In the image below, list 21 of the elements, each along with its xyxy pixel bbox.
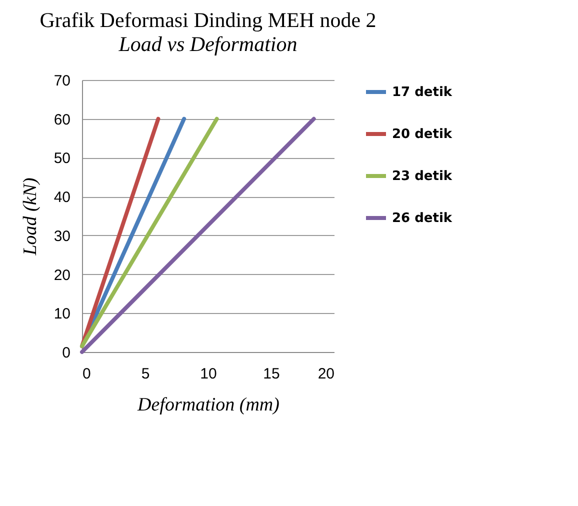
x-tick-label: 10 bbox=[200, 366, 217, 382]
x-tick-label: 0 bbox=[82, 366, 91, 382]
y-tick-label: 20 bbox=[54, 266, 70, 284]
y-tick-label: 40 bbox=[54, 189, 70, 206]
x-tick-label: 20 bbox=[318, 366, 334, 382]
legend-label: 20 detik bbox=[392, 127, 452, 142]
legend-label: 17 detik bbox=[392, 85, 452, 100]
y-tick-label: 60 bbox=[54, 111, 70, 128]
chart-subtitle: Load vs Deformation bbox=[118, 32, 298, 56]
y-axis-title: Load (kN) bbox=[20, 178, 41, 256]
y-tick-label: 10 bbox=[54, 306, 70, 323]
y-tick-label: 30 bbox=[54, 228, 70, 245]
legend-label: 23 detik bbox=[392, 169, 452, 184]
y-tick-label: 70 bbox=[54, 72, 70, 90]
chart-title: Grafik Deformasi Dinding MEH node 2 bbox=[40, 8, 376, 32]
y-tick-label: 50 bbox=[54, 150, 70, 168]
legend-label: 26 detik bbox=[392, 211, 452, 226]
x-axis-title: Deformation (mm) bbox=[136, 394, 280, 416]
x-tick-label: 15 bbox=[263, 366, 280, 382]
x-tick-label: 5 bbox=[141, 366, 150, 382]
y-tick-label: 0 bbox=[62, 344, 70, 362]
